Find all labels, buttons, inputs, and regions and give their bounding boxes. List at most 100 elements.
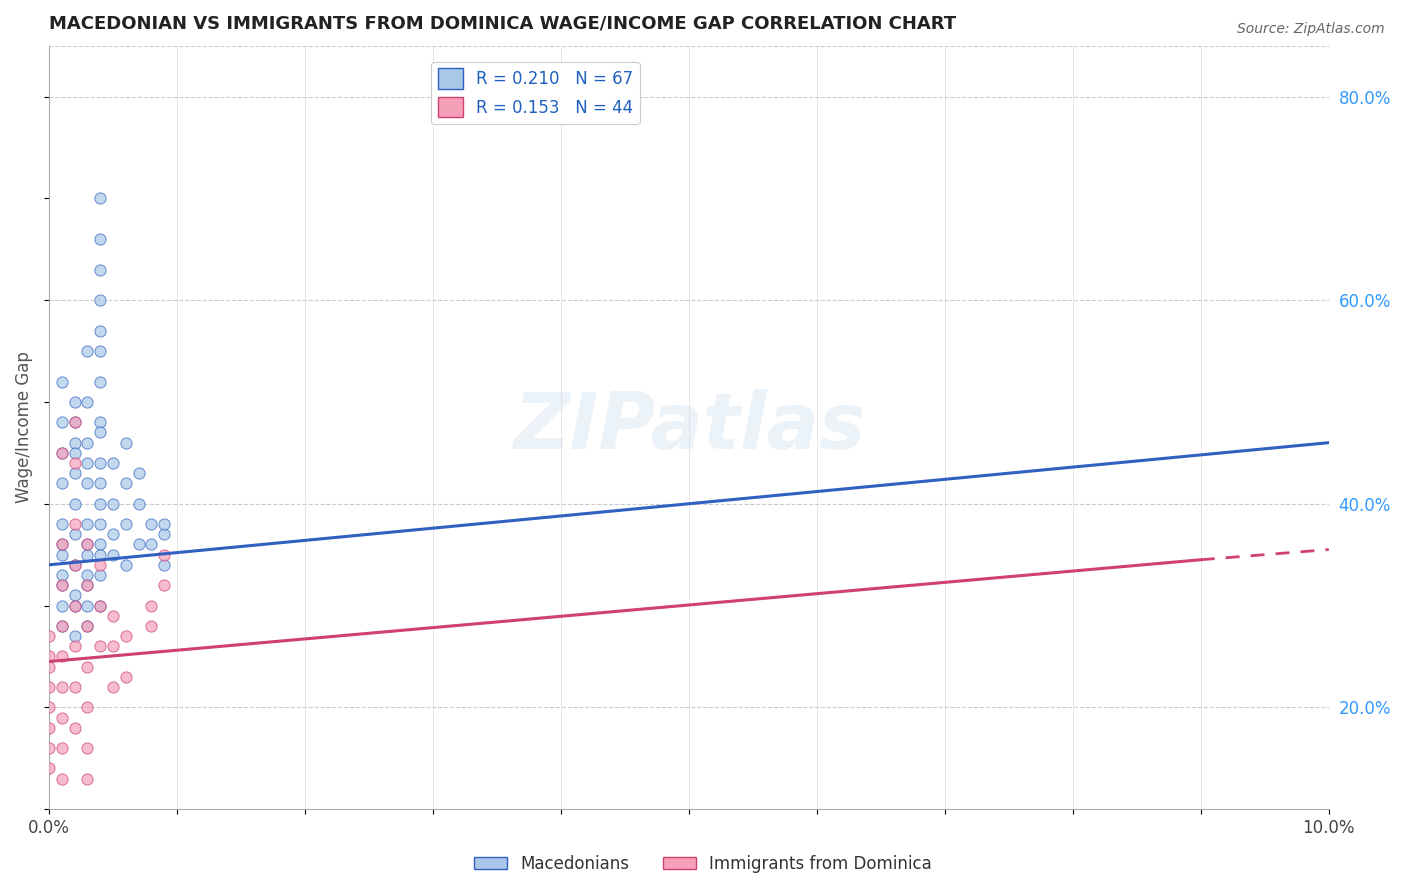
Text: MACEDONIAN VS IMMIGRANTS FROM DOMINICA WAGE/INCOME GAP CORRELATION CHART: MACEDONIAN VS IMMIGRANTS FROM DOMINICA W… [49,15,956,33]
Point [76,578,98,592]
Point [63,640,86,654]
Y-axis label: Wage/Income Gap: Wage/Income Gap [15,351,32,503]
Point [153,548,176,562]
Point [76,548,98,562]
Point [63,435,86,450]
Point [63,456,86,470]
Point [76,568,98,582]
Point [76,435,98,450]
Point [141,517,163,532]
Point [114,517,136,532]
Point [153,578,176,592]
Point [51,772,73,786]
Point [51,578,73,592]
Point [63,599,86,613]
Point [38,649,60,664]
Point [76,537,98,551]
Point [38,721,60,735]
Point [101,497,124,511]
Point [76,741,98,756]
Point [128,537,150,551]
Point [89,599,111,613]
Point [89,517,111,532]
Point [63,588,86,602]
Point [51,710,73,724]
Point [153,558,176,572]
Point [114,476,136,491]
Point [51,599,73,613]
Point [76,344,98,359]
Point [101,608,124,623]
Point [51,619,73,633]
Point [51,537,73,551]
Point [63,446,86,460]
Point [76,578,98,592]
Point [89,476,111,491]
Point [114,558,136,572]
Point [51,680,73,694]
Point [101,640,124,654]
Point [63,395,86,409]
Point [38,629,60,643]
Point [63,558,86,572]
Point [89,344,111,359]
Text: Source: ZipAtlas.com: Source: ZipAtlas.com [1237,22,1385,37]
Point [63,467,86,481]
Point [89,293,111,307]
Point [63,721,86,735]
Point [89,324,111,338]
Point [38,741,60,756]
Point [89,191,111,205]
Point [114,629,136,643]
Point [51,741,73,756]
Point [89,232,111,246]
Point [51,375,73,389]
Point [76,599,98,613]
Point [89,456,111,470]
Point [76,772,98,786]
Point [141,537,163,551]
Point [114,435,136,450]
Point [89,415,111,429]
Legend: R = 0.210   N = 67, R = 0.153   N = 44: R = 0.210 N = 67, R = 0.153 N = 44 [430,62,640,124]
Point [51,446,73,460]
Point [63,527,86,541]
Point [76,537,98,551]
Point [38,659,60,673]
Point [153,527,176,541]
Point [89,548,111,562]
Point [63,629,86,643]
Point [89,640,111,654]
Point [76,395,98,409]
Point [63,497,86,511]
Point [63,558,86,572]
Point [153,517,176,532]
Point [51,548,73,562]
Text: ZIPatlas: ZIPatlas [513,390,865,466]
Point [38,700,60,714]
Point [141,599,163,613]
Point [89,599,111,613]
Point [76,619,98,633]
Point [89,568,111,582]
Point [89,375,111,389]
Point [51,649,73,664]
Point [76,517,98,532]
Point [89,558,111,572]
Point [101,456,124,470]
Point [101,680,124,694]
Point [89,262,111,277]
Point [89,537,111,551]
Legend: Macedonians, Immigrants from Dominica: Macedonians, Immigrants from Dominica [467,848,939,880]
Point [51,537,73,551]
Point [51,446,73,460]
Point [128,497,150,511]
Point [76,476,98,491]
Point [63,415,86,429]
Point [89,425,111,440]
Point [101,527,124,541]
Point [128,467,150,481]
Point [63,680,86,694]
Point [76,619,98,633]
Point [76,659,98,673]
